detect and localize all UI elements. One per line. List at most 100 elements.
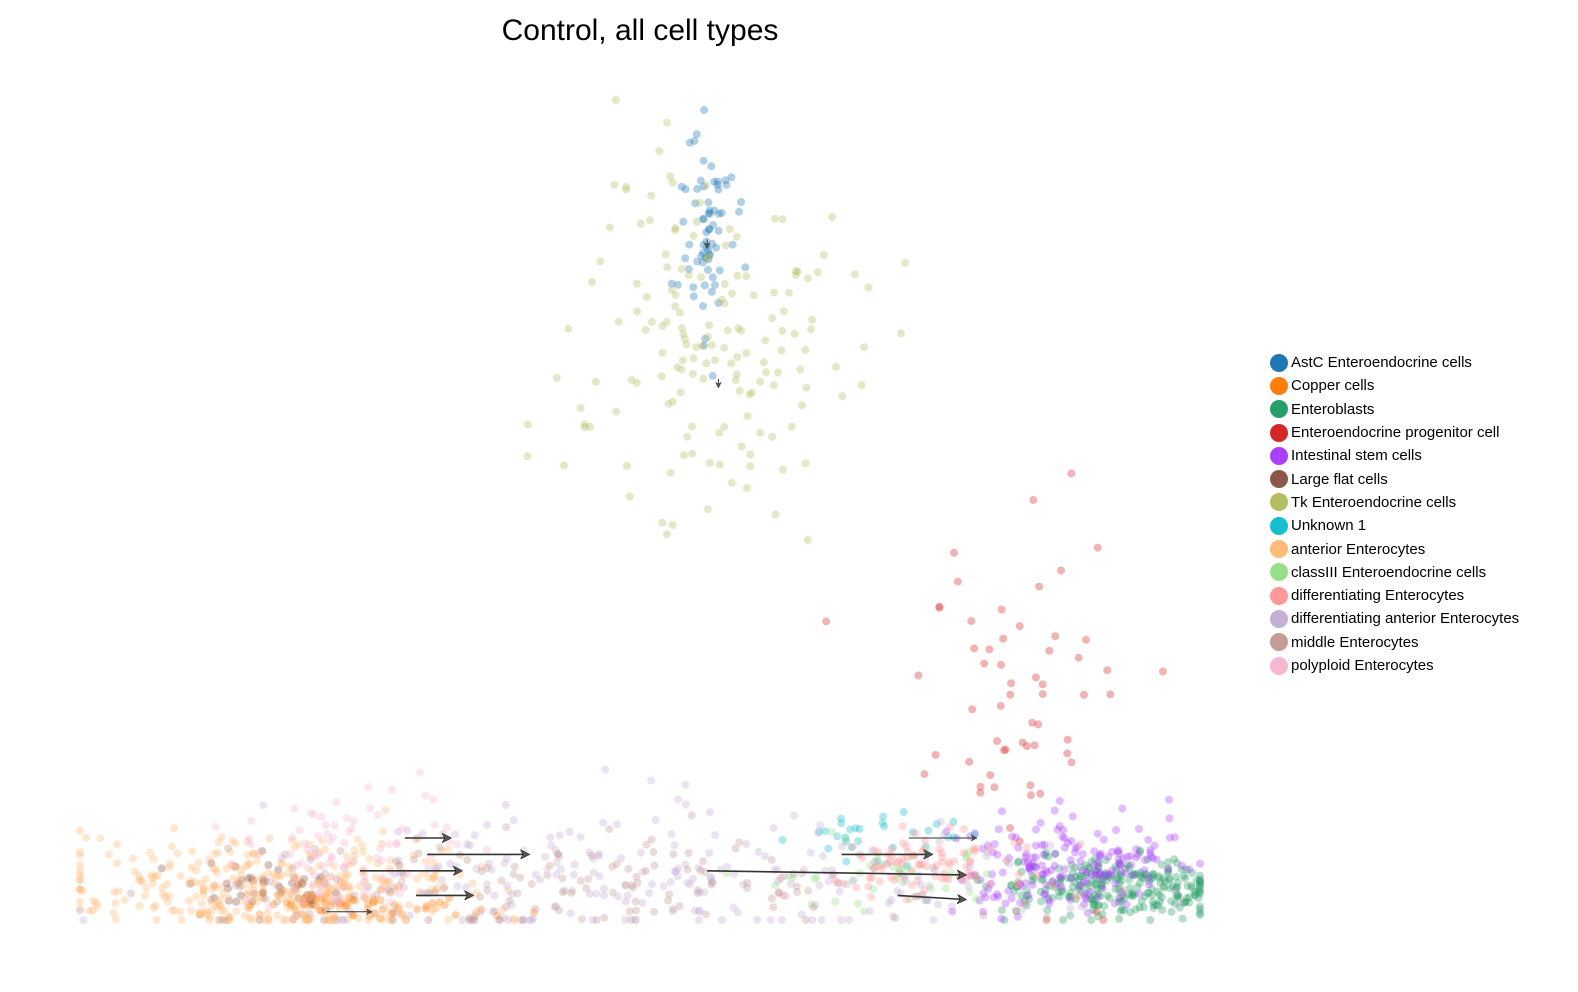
data-point [276, 859, 285, 868]
data-point [195, 911, 204, 920]
data-point [779, 307, 788, 316]
data-point [1147, 884, 1156, 893]
data-point [666, 878, 675, 887]
data-point [186, 877, 195, 886]
series-13 [211, 768, 552, 923]
data-point [846, 825, 855, 834]
data-point [378, 873, 387, 882]
data-point [964, 848, 973, 856]
data-point [109, 908, 118, 917]
data-point [210, 849, 219, 858]
data-point [727, 173, 736, 182]
data-point [658, 518, 667, 527]
data-point [168, 906, 177, 914]
data-point [274, 890, 283, 899]
data-point [920, 885, 929, 894]
data-point [1117, 868, 1126, 876]
data-point [723, 863, 732, 871]
data-point [176, 907, 185, 916]
data-point [580, 423, 589, 432]
data-point [1128, 889, 1137, 897]
data-point [1094, 901, 1103, 910]
data-point [585, 889, 594, 898]
data-point [819, 852, 827, 861]
legend-label: Copper cells [1291, 377, 1375, 395]
data-point [1165, 795, 1174, 804]
data-point [1008, 832, 1017, 841]
data-point [222, 864, 231, 873]
data-point [1141, 870, 1150, 879]
data-point [707, 878, 716, 887]
data-point [898, 878, 907, 887]
data-point [1092, 907, 1101, 916]
data-point [303, 902, 311, 911]
data-point [288, 914, 297, 923]
data-point [842, 880, 851, 889]
data-point [905, 895, 914, 904]
data-point [1111, 879, 1120, 888]
data-point [1171, 886, 1180, 895]
data-point [1041, 866, 1050, 875]
data-point [1023, 886, 1031, 895]
data-point [385, 877, 394, 886]
data-point [1115, 860, 1124, 869]
data-point [898, 854, 907, 863]
data-point [681, 860, 690, 869]
data-point [1120, 906, 1129, 915]
data-point [1006, 824, 1015, 833]
data-point [395, 902, 403, 910]
data-point [536, 875, 544, 884]
data-point [333, 916, 342, 924]
data-point [467, 916, 475, 924]
data-point [1042, 868, 1051, 877]
data-point [292, 886, 301, 895]
data-point [355, 882, 364, 891]
data-point [273, 891, 282, 900]
data-point [1137, 897, 1146, 905]
data-point [985, 645, 994, 654]
data-point [990, 840, 999, 849]
data-point [990, 783, 999, 792]
data-point [249, 849, 258, 858]
data-point [272, 897, 281, 906]
data-point [793, 888, 802, 897]
data-point [727, 359, 736, 368]
data-point [785, 288, 793, 297]
data-point [1096, 849, 1105, 858]
data-point [847, 843, 856, 852]
data-point [1031, 862, 1040, 871]
data-point [812, 873, 821, 882]
data-point [1170, 855, 1179, 864]
data-point [935, 603, 944, 612]
data-point [224, 884, 232, 893]
data-point [1192, 876, 1201, 885]
data-point [335, 897, 344, 905]
data-point [720, 422, 729, 431]
data-point [312, 902, 321, 911]
legend-item: anterior Enterocytes [1270, 537, 1519, 560]
data-point [964, 882, 973, 891]
legend-swatch [1270, 563, 1288, 582]
data-point [605, 223, 614, 232]
data-point [1064, 892, 1073, 901]
data-point [352, 897, 361, 906]
data-point [1149, 869, 1158, 878]
data-point [985, 844, 994, 853]
data-point [165, 860, 174, 868]
data-point [1065, 893, 1074, 902]
data-point [338, 894, 347, 903]
data-point [470, 831, 479, 840]
data-point [804, 886, 813, 895]
data-point [770, 288, 779, 297]
data-point [1068, 812, 1077, 821]
data-point [335, 899, 344, 908]
data-point [1021, 879, 1030, 888]
data-point [255, 916, 264, 924]
data-point [997, 605, 1006, 614]
data-point [824, 844, 833, 853]
data-point [1164, 865, 1173, 874]
data-point [232, 897, 241, 906]
series-3 [822, 469, 1167, 924]
data-point [386, 888, 395, 897]
data-point [1093, 543, 1102, 552]
